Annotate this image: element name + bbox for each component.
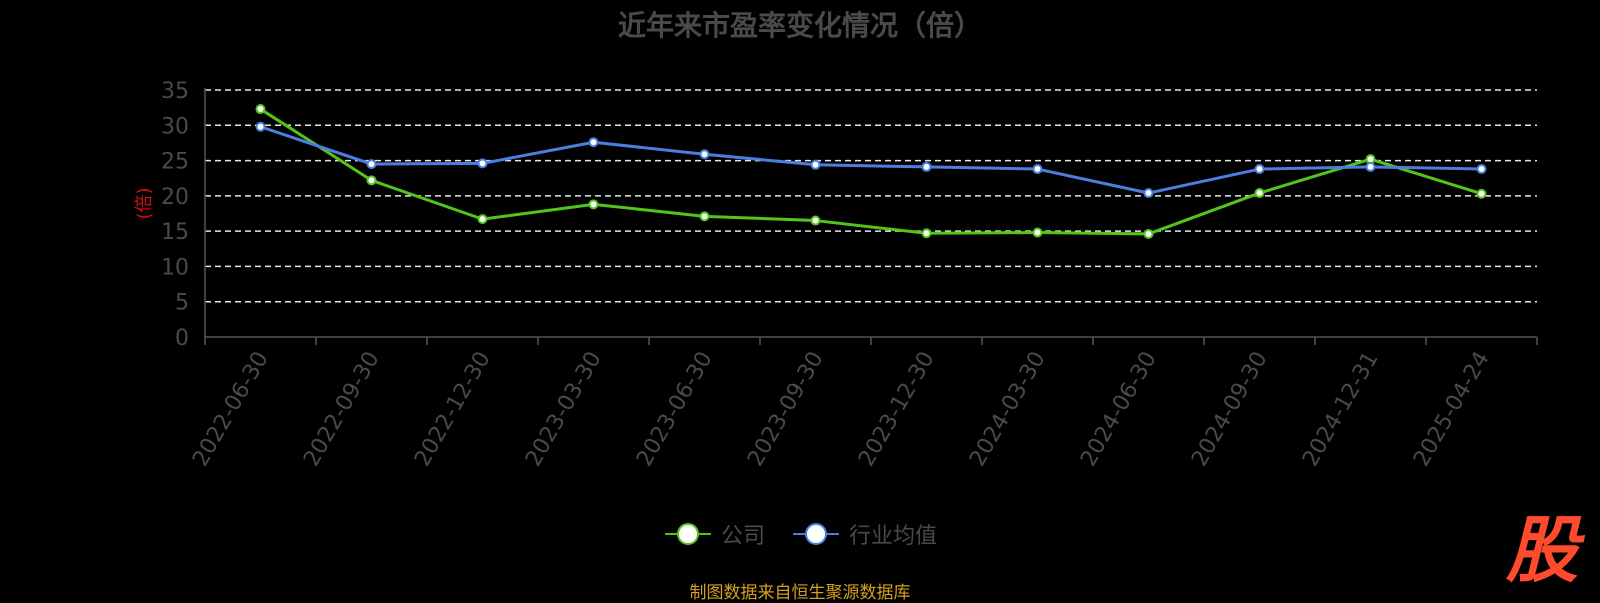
- y-tick-label: 25: [161, 150, 189, 175]
- series-point-0[interactable]: [699, 211, 710, 222]
- x-tick-label: 2023-06-30: [632, 348, 718, 471]
- series-point-1[interactable]: [1365, 161, 1376, 172]
- x-tick-label: 2023-09-30: [743, 348, 829, 471]
- series-point-0[interactable]: [921, 228, 932, 239]
- legend-marker-company: [664, 523, 711, 545]
- legend-item-industry[interactable]: 行业均值: [791, 518, 937, 550]
- series-line-0: [259, 107, 1482, 236]
- series-line-1: [260, 125, 1482, 195]
- legend: 公司 行业均值: [0, 518, 1600, 550]
- series-point-0[interactable]: [1254, 188, 1265, 199]
- y-tick-label: 0: [175, 326, 189, 351]
- series-point-0[interactable]: [255, 104, 266, 115]
- x-tick-label: 2024-12-31: [1298, 348, 1384, 471]
- x-tick-label: 2023-03-30: [521, 348, 607, 471]
- chart-title: 近年来市盈率变化情况（倍）: [617, 9, 982, 42]
- brand-logo: 股: [1505, 508, 1578, 592]
- y-tick-label: 20: [161, 185, 189, 210]
- series-point-1[interactable]: [1032, 164, 1043, 175]
- series-point-0[interactable]: [1476, 188, 1487, 199]
- axes: 0 5 10 15 20 25 30 35 (倍) 2022-06-30 2022-09-30 202…: [134, 79, 1538, 471]
- series-point-1[interactable]: [1476, 164, 1487, 175]
- x-tick-label: 2024-06-30: [1076, 348, 1162, 471]
- y-tick-label: 35: [161, 79, 189, 104]
- y-tick-label: 5: [175, 291, 189, 316]
- x-tick-label: 2022-12-30: [410, 348, 496, 471]
- series-point-1[interactable]: [366, 159, 377, 170]
- series-point-1[interactable]: [477, 158, 488, 169]
- x-tick-label: 2022-06-30: [188, 348, 274, 471]
- series-point-1[interactable]: [1143, 188, 1154, 199]
- legend-label-company: 公司: [720, 524, 765, 549]
- data-source-note: 制图数据来自恒生聚源数据库: [689, 583, 911, 603]
- series-point-0[interactable]: [1143, 228, 1154, 239]
- legend-marker-industry: [793, 523, 839, 545]
- series-point-0[interactable]: [810, 215, 821, 226]
- series-point-1[interactable]: [588, 137, 599, 148]
- x-tick-label: 2024-09-30: [1187, 348, 1273, 471]
- series-point-0[interactable]: [588, 199, 599, 210]
- series-point-1[interactable]: [255, 121, 266, 132]
- x-tick-label: 2024-03-30: [965, 348, 1051, 471]
- x-tick-label: 2023-12-30: [854, 348, 940, 471]
- series-point-1[interactable]: [699, 149, 710, 160]
- y-tick-label: 10: [161, 255, 189, 280]
- series-point-0[interactable]: [366, 175, 377, 186]
- series-point-1[interactable]: [1254, 164, 1265, 175]
- y-tick-label: 30: [161, 114, 189, 139]
- series: [255, 104, 1487, 239]
- series-point-0[interactable]: [1032, 227, 1043, 238]
- legend-label-industry: 行业均值: [849, 524, 938, 549]
- series-point-1[interactable]: [810, 159, 821, 170]
- series-point-0[interactable]: [477, 214, 488, 225]
- x-tick-label: 2025-04-24: [1409, 348, 1495, 471]
- y-axis-label: (倍): [134, 187, 155, 219]
- y-tick-label: 15: [161, 220, 189, 245]
- x-tick-label: 2022-09-30: [299, 348, 385, 471]
- series-point-1[interactable]: [921, 161, 932, 172]
- legend-item-company[interactable]: 公司: [663, 518, 765, 550]
- grid-lines: [205, 89, 1537, 303]
